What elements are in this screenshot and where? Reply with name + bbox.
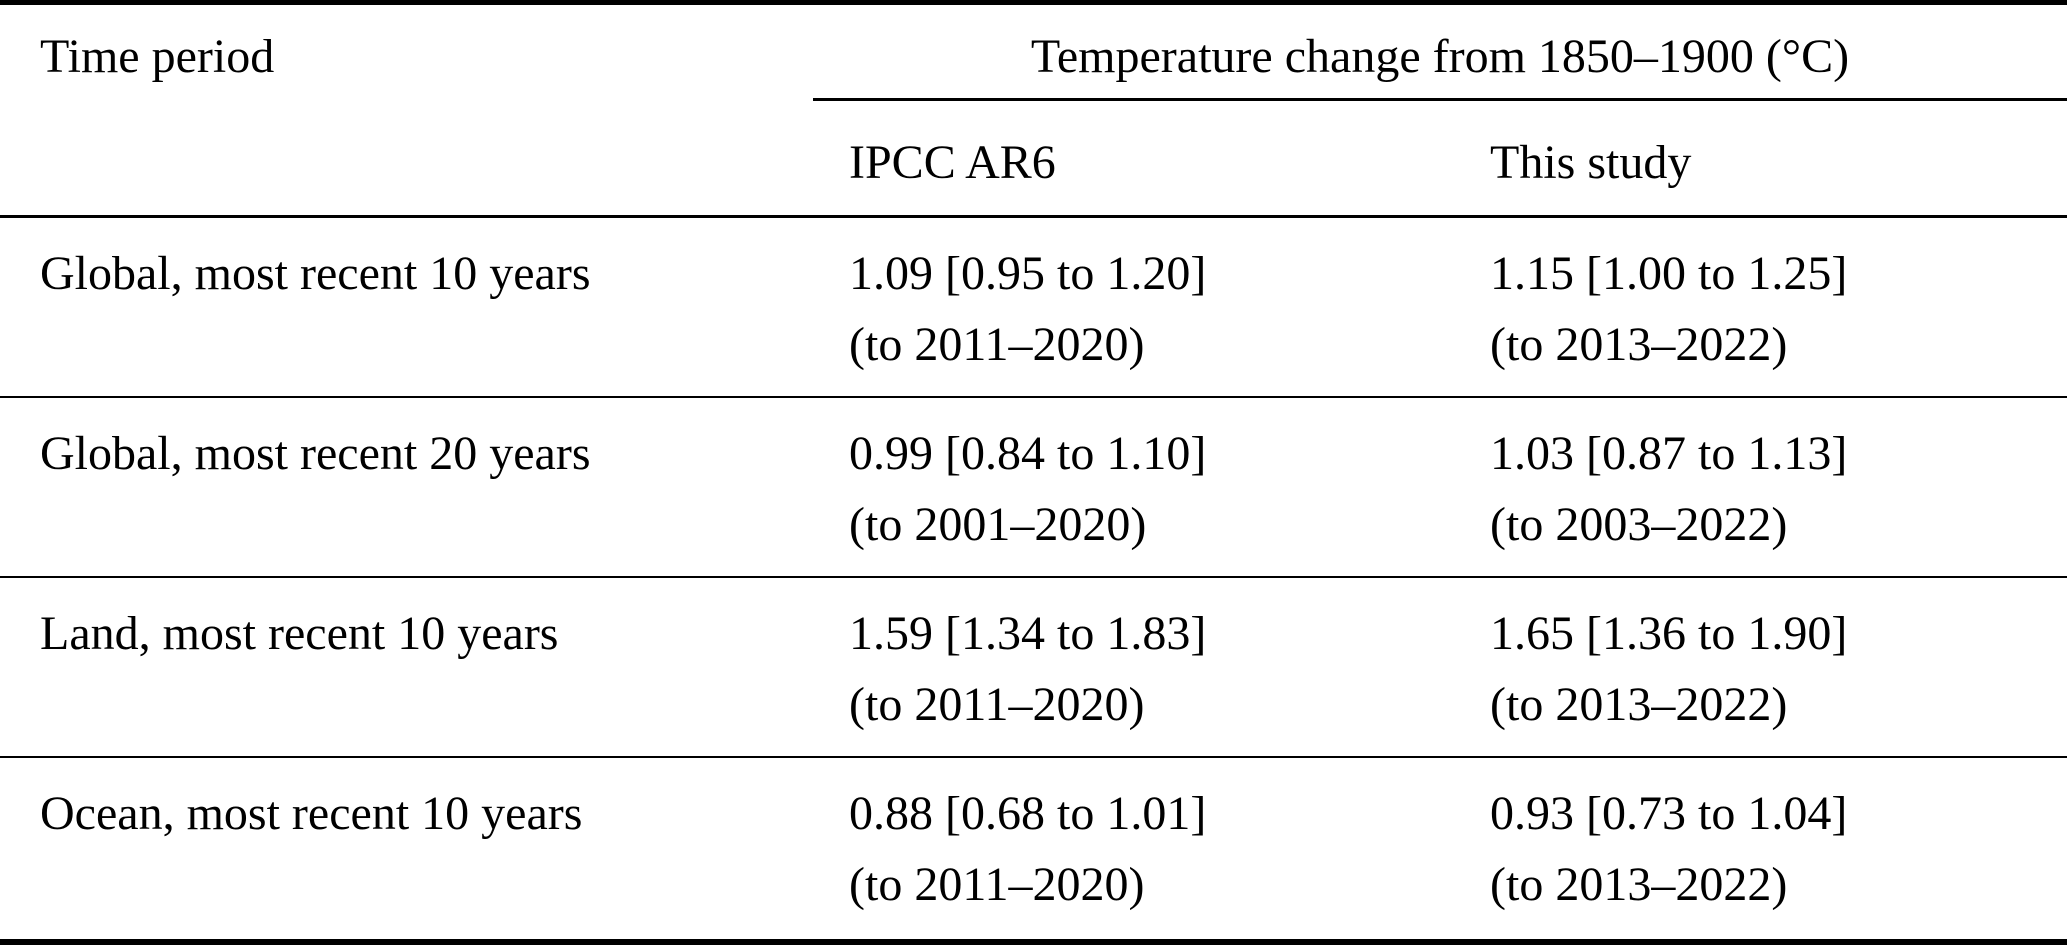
group-header-cell: Temperature change from 1850–1900 (°C) bbox=[813, 5, 2067, 101]
study-estimate: 1.65 [1.36 to 1.90] bbox=[1490, 607, 1848, 660]
row-period-cell: Land, most recent 10 years bbox=[0, 598, 813, 756]
row-period-cell: Global, most recent 20 years bbox=[0, 418, 813, 576]
row-period-label: Global, most recent 10 years bbox=[40, 247, 591, 300]
cell-ipcc: 0.88 [0.68 to 1.01] (to 2011–2020) bbox=[813, 778, 1490, 938]
study-window: (to 2013–2022) bbox=[1490, 318, 1788, 371]
row-period-cell: Ocean, most recent 10 years bbox=[0, 778, 813, 938]
cell-ipcc: 1.09 [0.95 to 1.20] (to 2011–2020) bbox=[813, 238, 1490, 396]
study-window: (to 2003–2022) bbox=[1490, 498, 1788, 551]
ipcc-estimate: 1.09 [0.95 to 1.20] bbox=[849, 247, 1207, 300]
header-group-area: Temperature change from 1850–1900 (°C) I… bbox=[813, 5, 2067, 215]
table-row: Global, most recent 20 years 0.99 [0.84 … bbox=[0, 398, 2067, 578]
study-estimate: 1.15 [1.00 to 1.25] bbox=[1490, 247, 1848, 300]
row-period-label: Land, most recent 10 years bbox=[40, 607, 559, 660]
row-period-cell: Global, most recent 10 years bbox=[0, 238, 813, 396]
ipcc-window: (to 2011–2020) bbox=[849, 318, 1145, 371]
cell-this-study: 1.15 [1.00 to 1.25] (to 2013–2022) bbox=[1490, 238, 2067, 396]
corner-header-label: Time period bbox=[40, 30, 275, 83]
ipcc-estimate: 0.99 [0.84 to 1.10] bbox=[849, 427, 1207, 480]
row-period-label: Ocean, most recent 10 years bbox=[40, 787, 583, 840]
cell-this-study: 1.65 [1.36 to 1.90] (to 2013–2022) bbox=[1490, 598, 2067, 756]
ipcc-window: (to 2011–2020) bbox=[849, 858, 1145, 911]
cell-this-study: 0.93 [0.73 to 1.04] (to 2013–2022) bbox=[1490, 778, 2067, 938]
corner-header-cell: Time period bbox=[0, 5, 813, 215]
study-window: (to 2013–2022) bbox=[1490, 678, 1788, 731]
cell-ipcc: 0.99 [0.84 to 1.10] (to 2001–2020) bbox=[813, 418, 1490, 576]
table-row: Global, most recent 10 years 1.09 [0.95 … bbox=[0, 218, 2067, 398]
study-estimate: 1.03 [0.87 to 1.13] bbox=[1490, 427, 1848, 480]
cell-ipcc: 1.59 [1.34 to 1.83] (to 2011–2020) bbox=[813, 598, 1490, 756]
ipcc-window: (to 2001–2020) bbox=[849, 498, 1147, 551]
ipcc-estimate: 1.59 [1.34 to 1.83] bbox=[849, 607, 1207, 660]
table-row: Ocean, most recent 10 years 0.88 [0.68 t… bbox=[0, 758, 2067, 938]
table-header: Time period Temperature change from 1850… bbox=[0, 5, 2067, 218]
table-row: Land, most recent 10 years 1.59 [1.34 to… bbox=[0, 578, 2067, 758]
column-header-this-study: This study bbox=[1490, 127, 2067, 215]
column-header-ipcc-label: IPCC AR6 bbox=[849, 136, 1056, 189]
column-header-this-study-label: This study bbox=[1490, 136, 1692, 189]
study-estimate: 0.93 [0.73 to 1.04] bbox=[1490, 787, 1848, 840]
study-window: (to 2013–2022) bbox=[1490, 858, 1788, 911]
group-header-label: Temperature change from 1850–1900 (°C) bbox=[1030, 30, 1850, 83]
cell-this-study: 1.03 [0.87 to 1.13] (to 2003–2022) bbox=[1490, 418, 2067, 576]
ipcc-window: (to 2011–2020) bbox=[849, 678, 1145, 731]
column-header-ipcc: IPCC AR6 bbox=[813, 127, 1490, 215]
subheader-row: IPCC AR6 This study bbox=[813, 101, 2067, 215]
row-period-label: Global, most recent 20 years bbox=[40, 427, 591, 480]
ipcc-estimate: 0.88 [0.68 to 1.01] bbox=[849, 787, 1207, 840]
